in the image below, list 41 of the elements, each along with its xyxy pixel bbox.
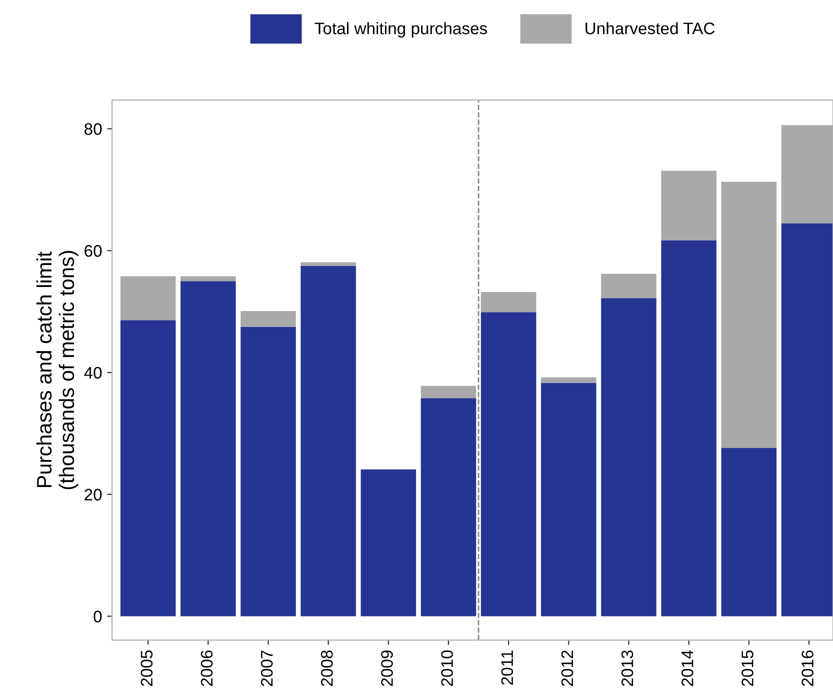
bar xyxy=(480,292,536,312)
bar xyxy=(180,276,236,282)
legend-label: Unharvested TAC xyxy=(586,22,715,34)
bar xyxy=(120,320,176,616)
x-tick-label: 2013 xyxy=(621,650,634,686)
x-tick-label: 2016 xyxy=(802,650,814,686)
x-tick-label: 2007 xyxy=(260,650,273,686)
x-tick-label: 2014 xyxy=(681,650,694,686)
bar xyxy=(480,312,536,616)
x-tick-label: 2008 xyxy=(321,650,333,686)
x-tick-label: 2005 xyxy=(140,650,153,686)
bar xyxy=(661,240,716,616)
y-tick-label: 60 xyxy=(84,245,102,257)
x-tick-label: 2010 xyxy=(441,650,453,686)
bar xyxy=(721,182,777,448)
bar xyxy=(721,448,777,616)
bar xyxy=(601,274,656,298)
bar xyxy=(180,281,236,616)
y-tick-label: 80 xyxy=(84,123,102,135)
bar xyxy=(300,266,356,616)
y-axis-title: Purchases and catch limit (thousands of metric tons) xyxy=(36,250,78,490)
bar xyxy=(300,262,356,266)
bar xyxy=(601,298,656,616)
bar xyxy=(420,398,476,616)
bar xyxy=(541,382,596,616)
bar xyxy=(360,469,416,616)
bar xyxy=(120,276,176,320)
legend-label: Total whiting purchases xyxy=(314,22,488,38)
y-tick-label: 0 xyxy=(94,610,102,622)
x-tick-label: 2012 xyxy=(561,650,574,686)
y-tick-label: 20 xyxy=(84,488,102,501)
x-tick-label: 2006 xyxy=(200,650,213,686)
bar xyxy=(541,377,596,383)
bar xyxy=(240,326,296,616)
y-tick-label: 40 xyxy=(84,366,102,379)
bar xyxy=(240,310,296,327)
x-tick-label: 2009 xyxy=(381,650,393,686)
bar xyxy=(661,170,716,240)
bar xyxy=(420,386,476,398)
x-tick-label: 2011 xyxy=(501,650,514,685)
x-tick-label: 2015 xyxy=(742,650,754,686)
